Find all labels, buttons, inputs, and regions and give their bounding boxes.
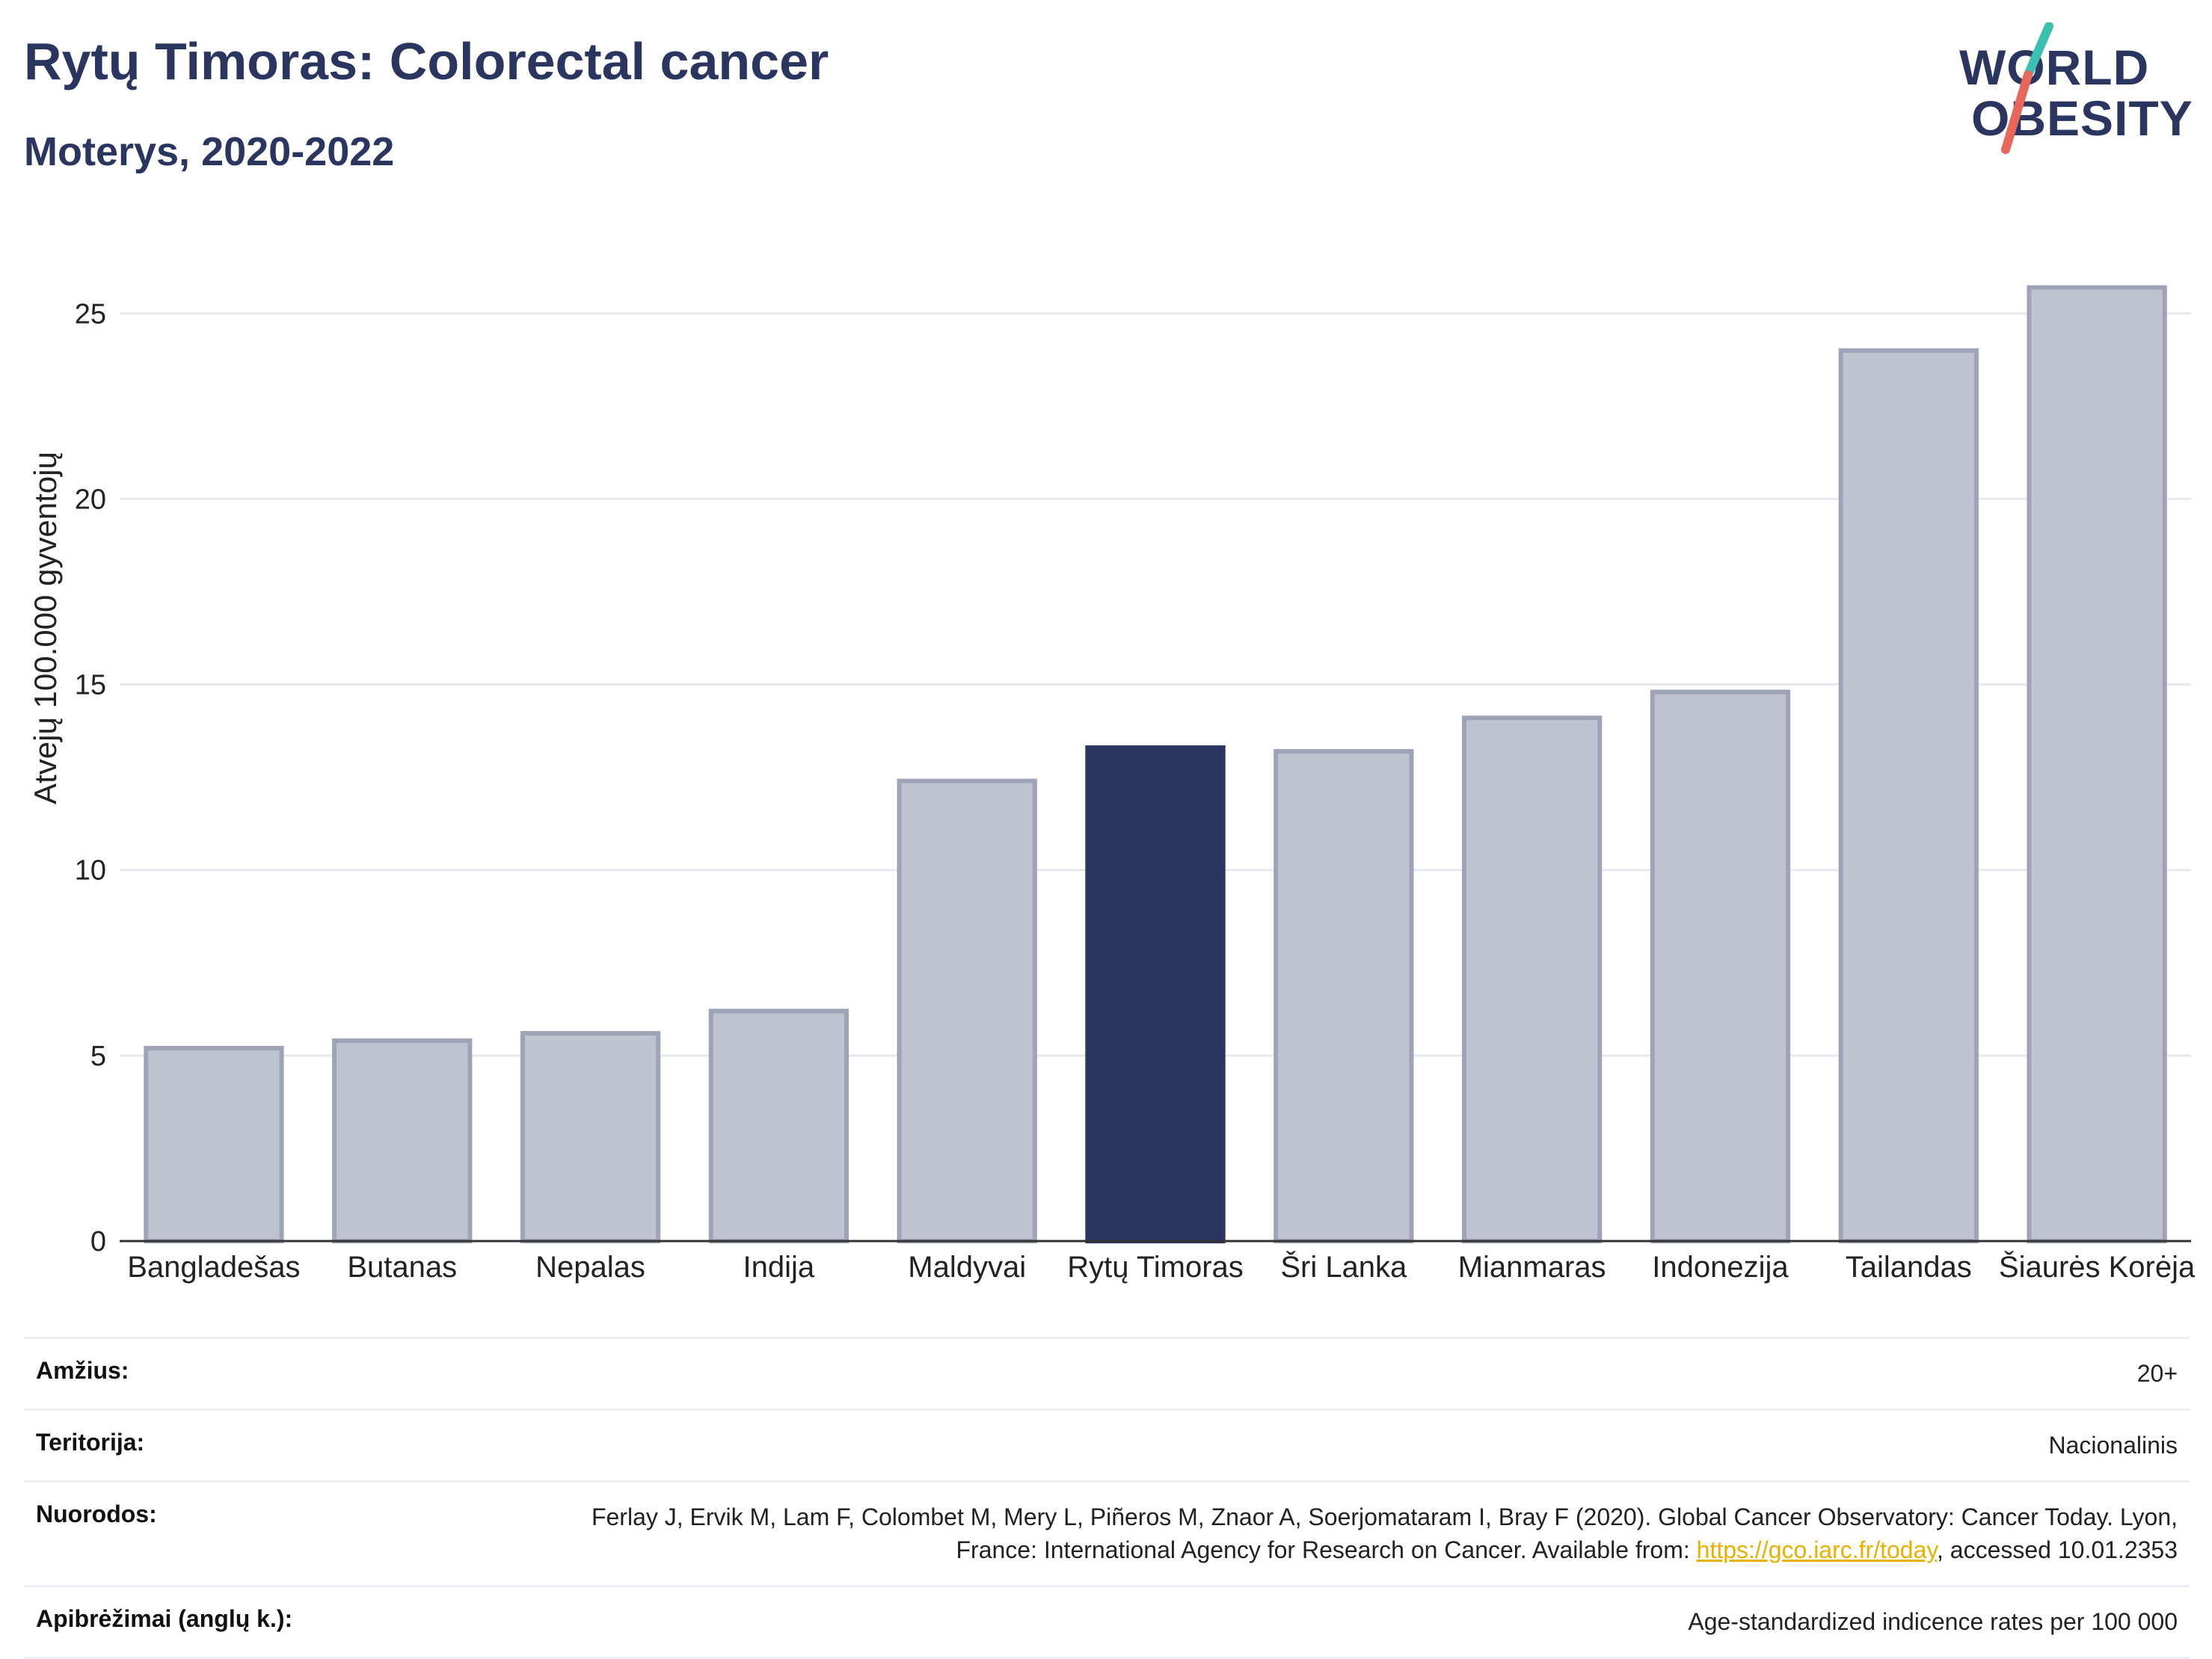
info-value-age: 20+ (2136, 1360, 2178, 1387)
info-key-references: Nuorodos: (36, 1500, 157, 1527)
x-tick-label: Maldyvai (908, 1251, 1026, 1284)
world-obesity-logo: WORLD OBESITY (1944, 22, 2199, 157)
bar (897, 778, 1037, 1243)
reference-text: Ferlay J, Ervik M, Lam F, Colombet M, Me… (591, 1503, 2178, 1564)
x-tick-label: Mianmaras (1458, 1251, 1606, 1284)
info-value-definitions: Age-standardized indicence rates per 100… (1688, 1608, 2178, 1636)
reference-link[interactable]: https://gco.iarc.fr/today (1696, 1536, 1937, 1564)
info-key-territory: Teritorija: (36, 1428, 145, 1456)
bar (1274, 748, 1414, 1243)
logo-slash-icon (2001, 22, 2053, 154)
x-tick-label: Šri Lanka (1280, 1250, 1407, 1284)
x-tick-label: Butanas (347, 1251, 457, 1284)
bar (144, 1045, 284, 1243)
info-row-definitions: Apibrėžimai (anglų k.): Age-standardized… (24, 1585, 2190, 1659)
x-tick-label: Indija (743, 1251, 815, 1284)
x-tick-label: Šiaurės Korėja (1999, 1250, 2196, 1284)
chart-subtitle: Moterys, 2020-2022 (24, 129, 395, 174)
info-value-references: Ferlay J, Ervik M, Lam F, Colombet M, Me… (570, 1501, 2178, 1568)
bar (708, 1009, 850, 1243)
info-value-territory: Nacionalinis (2048, 1431, 2178, 1459)
y-tick-label: 5 (90, 1041, 106, 1072)
y-axis-ticks: 0 5 10 15 20 25 (75, 298, 106, 1258)
bar (1650, 689, 1791, 1243)
bar (520, 1031, 661, 1244)
info-row-age: Amžius: 20+ (24, 1337, 2190, 1409)
info-key-age: Amžius: (36, 1357, 129, 1384)
x-tick-label: Bangladešas (127, 1251, 300, 1284)
x-tick-label: Rytų Timoras (1067, 1251, 1244, 1284)
x-tick-label: Tailandas (1846, 1251, 1972, 1284)
y-tick-label: 15 (75, 670, 106, 701)
bar (1461, 715, 1603, 1243)
bar-chart: 0 5 10 15 20 25 Bangladešas Butanas Nepalas Indi… (28, 285, 2196, 1284)
y-tick-label: 10 (75, 855, 106, 887)
x-tick-label: Indonezija (1652, 1251, 1789, 1284)
info-key-definitions: Apibrėžimai (anglų k.): (36, 1605, 293, 1633)
bars (144, 285, 2167, 1244)
y-tick-label: 20 (75, 484, 106, 515)
bar (1085, 745, 1226, 1243)
info-row-references: Nuorodos: Ferlay J, Ervik M, Lam F, Colo… (24, 1480, 2190, 1586)
x-tick-label: Nepalas (535, 1251, 645, 1284)
chart-title: Rytų Timoras: Colorectal cancer (24, 32, 829, 90)
info-table: Amžius: 20+ Teritorija: Nacionalinis Nuo… (24, 1337, 2190, 1659)
bar (332, 1038, 473, 1243)
y-axis-label: Atvejų 100.000 gyventojų (28, 452, 63, 804)
bar (2027, 285, 2167, 1243)
info-row-territory: Teritorija: Nacionalinis (24, 1408, 2190, 1480)
logo-word-1: WORLD (1959, 40, 2150, 95)
y-tick-label: 25 (75, 298, 106, 330)
y-tick-label: 0 (90, 1226, 106, 1258)
x-axis-ticks: Bangladešas Butanas Nepalas Indija Maldyvai R… (127, 1250, 2196, 1284)
bar (1838, 348, 1979, 1243)
reference-accessed: , accessed 10.01.2353 (1936, 1536, 2178, 1564)
